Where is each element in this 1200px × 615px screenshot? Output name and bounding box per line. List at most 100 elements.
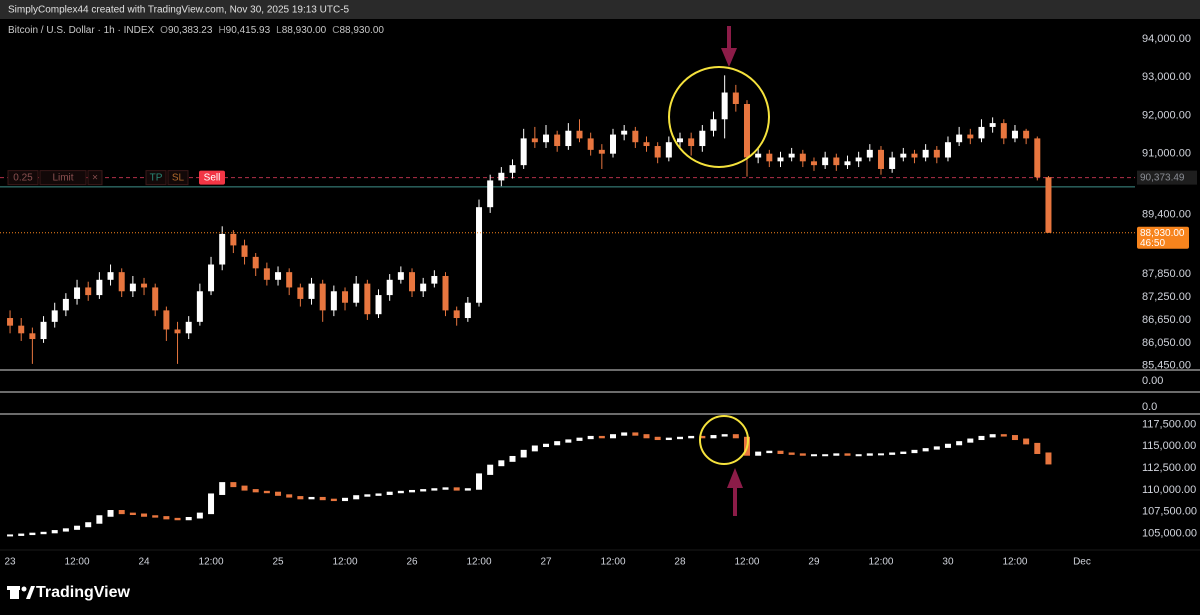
candle-body — [956, 441, 963, 446]
x-tick-label: 12:00 — [868, 557, 893, 568]
candle-body — [107, 510, 114, 517]
candle-body — [118, 510, 125, 515]
order-tp: TP — [150, 172, 163, 183]
arrow-shaft — [727, 26, 731, 54]
candle-body — [710, 119, 717, 131]
y-tick-label: 117,500.00 — [1142, 418, 1196, 430]
candle-body — [643, 142, 650, 147]
y-tick-label: 115,000.00 — [1142, 440, 1196, 452]
candle-body — [721, 434, 728, 437]
candle-body — [1011, 435, 1018, 441]
candle-body — [610, 134, 617, 154]
candle-body — [420, 489, 427, 492]
candle-body — [286, 494, 293, 498]
x-tick-label: 25 — [272, 557, 284, 568]
candle-body — [51, 530, 58, 534]
panel-scale-label: 0.0 — [1142, 401, 1157, 413]
header-text: SimplyComplex44 created with TradingView… — [8, 5, 350, 16]
candle-body — [409, 489, 416, 493]
candle-body — [409, 272, 416, 292]
candle-body — [1023, 130, 1030, 139]
highlight-circle — [699, 415, 749, 465]
candle-body — [944, 443, 951, 448]
candle-body — [978, 126, 985, 139]
candle-body — [85, 522, 92, 528]
candle-body — [85, 287, 92, 296]
logo-part — [10, 586, 19, 599]
candle-body — [40, 321, 47, 340]
order-button — [87, 170, 103, 186]
header-bar — [0, 0, 1200, 19]
candle-body — [18, 325, 25, 334]
last-price-label: 88,930.00 — [1140, 228, 1185, 239]
candle-body — [364, 283, 371, 315]
candle-body — [431, 488, 438, 491]
candle-body — [275, 491, 282, 496]
candle-body — [297, 287, 304, 299]
logo-part — [7, 586, 20, 590]
y-tick-label: 87,250.00 — [1142, 291, 1191, 303]
candle-body — [699, 130, 706, 147]
y-tick-label: 112,500.00 — [1142, 462, 1196, 474]
candle-body — [967, 134, 974, 139]
y-tick-label: 87,850.00 — [1142, 268, 1191, 280]
candle-body — [755, 451, 762, 456]
x-tick-label: 12:00 — [65, 557, 90, 568]
candle-body — [665, 142, 672, 158]
arrow-head — [721, 48, 737, 67]
candle-body — [1000, 123, 1007, 139]
x-tick-label: 30 — [942, 557, 954, 568]
y-tick-label: 86,650.00 — [1142, 314, 1191, 326]
price-line-label-box — [1137, 170, 1197, 185]
candle-body — [185, 516, 192, 521]
order-side: Sell — [204, 172, 221, 183]
candle-body — [297, 496, 304, 500]
x-tick-label: 12:00 — [734, 557, 759, 568]
candle-body — [978, 435, 985, 441]
candle-body — [252, 256, 259, 269]
candle-body — [621, 432, 628, 436]
legend-value: 88,930.00 — [282, 25, 327, 36]
order-button — [39, 170, 87, 186]
candle-body — [621, 130, 628, 135]
candle-body — [576, 130, 583, 139]
candle-body — [1000, 434, 1007, 437]
x-tick-label: Dec — [1073, 557, 1091, 568]
candle-body — [911, 449, 918, 454]
candle-body — [766, 153, 773, 162]
candle-body — [96, 515, 103, 524]
candle-body — [453, 487, 460, 491]
candle-body — [889, 157, 896, 169]
candle-body — [62, 528, 69, 532]
candle-body — [319, 496, 326, 501]
candle-body — [699, 435, 706, 439]
candle-body — [565, 130, 572, 147]
x-tick-label: 26 — [406, 557, 418, 568]
candle-body — [208, 493, 215, 515]
candle-body — [643, 434, 650, 439]
candle-body — [397, 490, 404, 494]
candle-body — [442, 487, 449, 490]
candle-body — [219, 233, 226, 265]
legend-key: O — [160, 25, 168, 36]
candle-body — [431, 275, 438, 284]
candle-body — [632, 432, 639, 436]
candle-body — [554, 441, 561, 446]
footer-logo — [7, 586, 35, 599]
y-tick-label: 86,050.00 — [1142, 337, 1191, 349]
panel-scale-label: 0.00 — [1142, 375, 1163, 387]
candle-body — [241, 245, 248, 257]
candle-body — [520, 138, 527, 166]
order-cancel: × — [92, 172, 98, 183]
candle-body — [263, 268, 270, 280]
candle-body — [152, 287, 159, 311]
candle-body — [308, 283, 315, 299]
legend-symbol: Bitcoin / U.S. Dollar · 1h · INDEX — [8, 25, 154, 36]
candle-body — [889, 452, 896, 455]
candle-body — [587, 138, 594, 150]
candle-body — [342, 291, 349, 303]
order-button — [167, 170, 189, 186]
candle-body — [263, 490, 270, 494]
candle-body — [509, 165, 516, 173]
candle-body — [777, 450, 784, 454]
